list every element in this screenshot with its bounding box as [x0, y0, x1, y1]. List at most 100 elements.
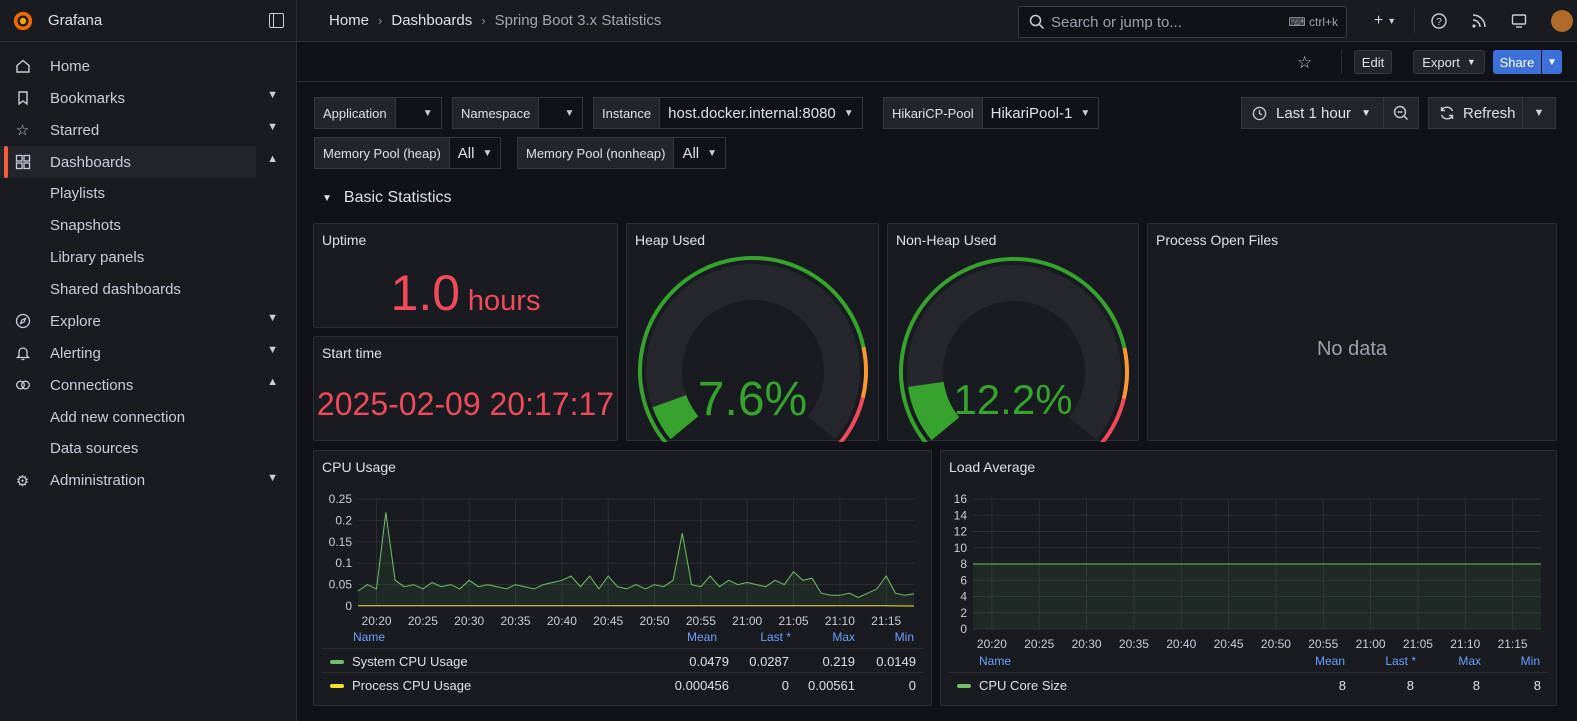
legend-header-min[interactable]: Min [894, 630, 914, 644]
zoom-out-button[interactable] [1384, 97, 1419, 129]
panel-heap-used[interactable]: Heap Used 7.6% [626, 223, 879, 442]
panel-uptime[interactable]: Uptime 1.0 hours [313, 223, 618, 328]
panel-load-average[interactable]: Load Average 0 2 4 6 8 10 12 14 16 20:20 20:25 20:3… [940, 450, 1557, 706]
row-basic-statistics[interactable]: ▼ Basic Statistics [322, 189, 452, 207]
legend-row-process-cpu[interactable]: Process CPU Usage 0.000456 0 0.00561 0 [322, 672, 923, 696]
variable-select[interactable]: host.docker.internal:8080 ▼ [659, 97, 863, 129]
svg-text:?: ? [1436, 17, 1442, 28]
x-tick-label: 20:50 [1261, 637, 1291, 650]
legend-header-last[interactable]: Last * [760, 630, 791, 644]
legend-header-min[interactable]: Min [1520, 654, 1540, 668]
chevron-down-icon[interactable]: ▼ [267, 471, 278, 484]
sidebar-item-library-panels[interactable]: Library panels [50, 248, 145, 266]
sidebar-item-starred[interactable]: ☆ Starred ▼ [0, 114, 296, 146]
legend-header-mean[interactable]: Mean [686, 630, 717, 644]
sidebar-item-snapshots[interactable]: Snapshots [50, 217, 121, 235]
variable-select[interactable]: All ▼ [673, 137, 727, 169]
share-dropdown-chevron-icon[interactable]: ▼ [1542, 50, 1562, 74]
chevron-down-icon[interactable]: ▼ [267, 344, 278, 357]
mark-favorite-star-icon[interactable]: ☆ [1297, 53, 1313, 72]
sidebar-item-explore[interactable]: Explore ▼ [0, 305, 296, 337]
kiosk-monitor-icon[interactable] [1510, 12, 1528, 30]
y-tick-label: 0.2 [335, 513, 352, 527]
share-button[interactable]: Share [1493, 50, 1541, 74]
sidebar-item-home[interactable]: Home [0, 50, 296, 82]
variable-select[interactable]: ▼ [538, 97, 584, 129]
breadcrumb: Home › Dashboards › Spring Boot 3.x Stat… [329, 12, 661, 29]
panel-process-open-files[interactable]: Process Open Files No data [1147, 223, 1557, 441]
variable-select[interactable]: ▼ [394, 97, 442, 129]
sidebar-item-dashboards[interactable]: Dashboards ▲ [0, 146, 278, 178]
search-icon [1029, 14, 1045, 30]
x-tick-label: 20:30 [454, 614, 484, 626]
sidebar-item-add-new-connection[interactable]: Add new connection [50, 408, 186, 426]
search-input[interactable]: Search or jump to... ⌨ ctrl+k [1018, 6, 1347, 38]
sidebar-item-bookmarks[interactable]: Bookmarks ▼ [0, 82, 296, 114]
edit-button[interactable]: Edit [1354, 50, 1392, 74]
series-max: 0.00561 [808, 678, 855, 693]
variable-instance: Instance host.docker.internal:8080 ▼ [593, 97, 863, 129]
legend-header-name[interactable]: Name [353, 630, 386, 644]
variable-label: Application [314, 97, 395, 129]
bookmark-icon [14, 90, 31, 107]
refresh-label: Refresh [1463, 104, 1516, 122]
top-bar: Grafana Home › Dashboards › Spring Boot … [0, 0, 1577, 42]
legend-header-last[interactable]: Last * [1385, 654, 1416, 668]
topbar-actions: + ▼ ? [1360, 0, 1573, 42]
sidebar-item-label: Connections [50, 376, 134, 394]
grafana-logo-icon[interactable] [12, 10, 34, 32]
series-min: 0 [908, 678, 916, 693]
series-max: 0.219 [822, 654, 855, 669]
breadcrumb-home[interactable]: Home [329, 12, 370, 29]
panel-non-heap-used[interactable]: Non-Heap Used 12.2% [887, 223, 1139, 442]
y-tick-label: 12 [954, 525, 968, 539]
x-tick-label: 20:20 [362, 614, 392, 626]
time-range-button[interactable]: Last 1 hour ▼ [1241, 97, 1384, 129]
refresh-icon [1440, 106, 1454, 120]
cpu-usage-chart: 0 0.05 0.1 0.15 0.2 0.25 20:20 20:25 20:30 20:35 2… [329, 492, 915, 626]
panel-cpu-usage[interactable]: CPU Usage 0 0.05 0.1 0.15 0.2 0.25 20:20 20:25 2… [313, 450, 932, 706]
sidebar-item-connections[interactable]: Connections ▲ [0, 369, 296, 401]
legend-header-max[interactable]: Max [1458, 654, 1481, 668]
panel-title: Uptime [322, 232, 367, 248]
x-tick-label: 21:05 [1403, 637, 1433, 650]
legend-header-max[interactable]: Max [832, 630, 855, 644]
y-tick-label: 0.15 [329, 535, 353, 549]
chevron-up-icon[interactable]: ▲ [267, 153, 278, 165]
dashboards-icon [14, 154, 31, 171]
x-tick-label: 21:00 [1356, 637, 1386, 650]
chevron-down-icon[interactable]: ▼ [267, 89, 278, 101]
chevron-down-icon[interactable]: ▼ [267, 312, 278, 325]
sidebar-item-playlists[interactable]: Playlists [50, 185, 106, 203]
refresh-interval-chevron-icon[interactable]: ▼ [1523, 97, 1556, 129]
keyboard-icon: ⌨ [1288, 15, 1309, 29]
sidebar-item-data-sources[interactable]: Data sources [50, 440, 139, 458]
chevron-up-icon[interactable]: ▲ [267, 376, 278, 389]
help-icon[interactable]: ? [1430, 12, 1448, 30]
legend-header-name[interactable]: Name [979, 654, 1012, 668]
legend-row-cpu-core-size[interactable]: CPU Core Size 8 8 8 8 [949, 672, 1548, 696]
variable-select[interactable]: HikariPool-1 ▼ [981, 97, 1100, 129]
sidebar-item-administration[interactable]: ⚙ Administration ▼ [0, 465, 296, 497]
sidebar-item-shared-dashboards[interactable]: Shared dashboards [50, 280, 181, 298]
sidebar-item-alerting[interactable]: Alerting ▼ [0, 337, 296, 369]
chevron-right-icon: › [378, 13, 383, 28]
chevron-down-icon[interactable]: ▼ [267, 121, 278, 133]
avatar[interactable] [1551, 10, 1573, 32]
dock-menu-icon[interactable] [269, 12, 284, 28]
refresh-button[interactable]: Refresh [1428, 97, 1523, 129]
panel-title: Load Average [949, 459, 1036, 475]
new-plus-icon[interactable]: + ▼ [1373, 12, 1397, 29]
breadcrumb-dashboards[interactable]: Dashboards [391, 12, 473, 29]
legend-header-mean[interactable]: Mean [1314, 654, 1345, 668]
legend-row-system-cpu[interactable]: System CPU Usage 0.0479 0.0287 0.219 0.0… [322, 648, 923, 672]
y-tick-label: 6 [960, 573, 967, 587]
variable-select[interactable]: All ▼ [448, 137, 502, 169]
series-last: 0.0287 [749, 654, 789, 669]
export-button[interactable]: Export ▼ [1413, 50, 1485, 74]
star-icon: ☆ [15, 122, 30, 139]
panel-start-time[interactable]: Start time 2025-02-09 20:17:17 [313, 336, 618, 441]
rss-icon[interactable] [1470, 12, 1488, 30]
series-mean: 0.0479 [689, 654, 729, 669]
y-tick-label: 16 [954, 492, 968, 506]
